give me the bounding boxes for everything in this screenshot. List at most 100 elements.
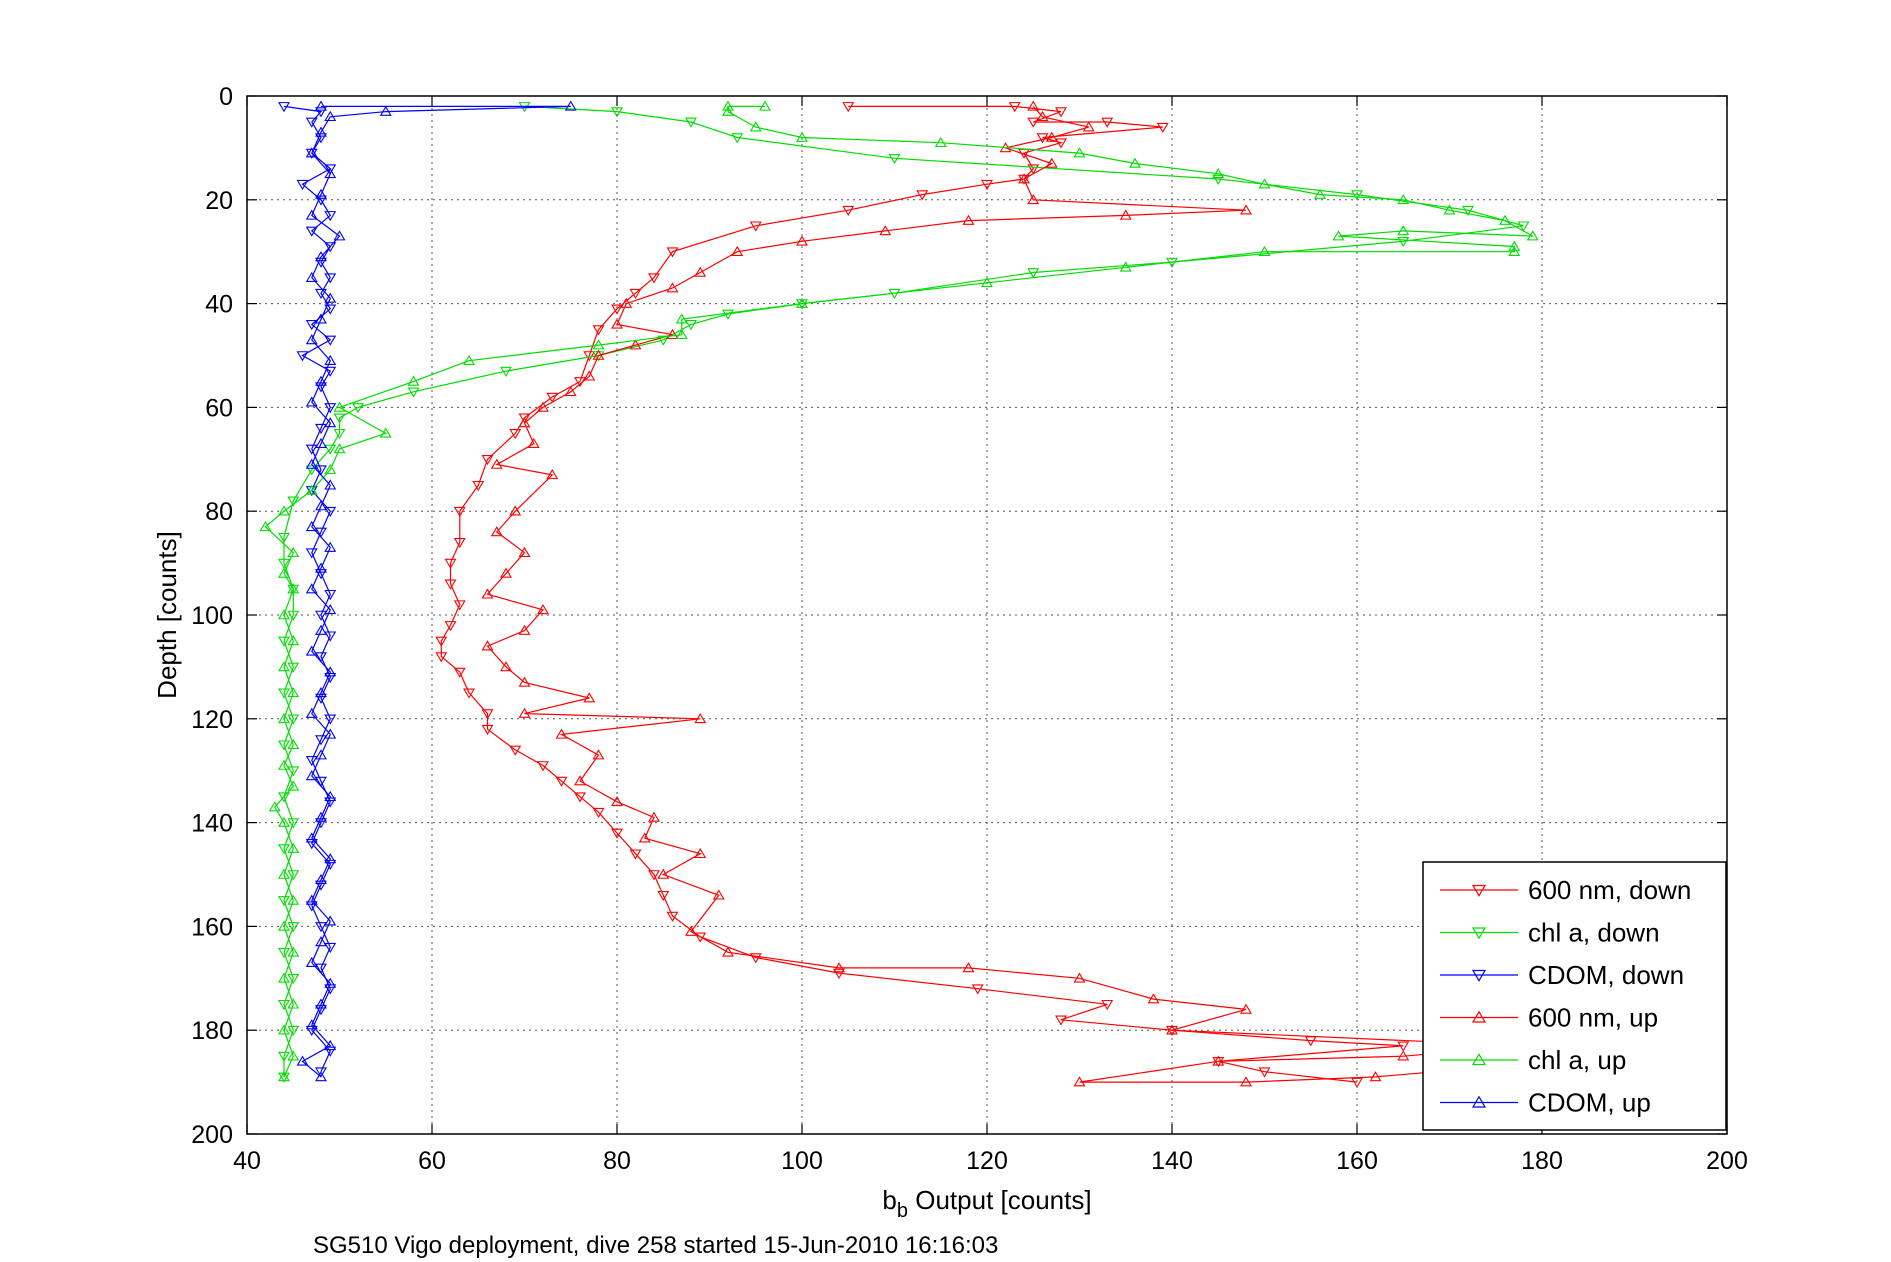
data-point [666, 328, 679, 340]
data-point [962, 214, 975, 225]
data-point [796, 235, 808, 246]
data-point [722, 309, 734, 320]
y-tick-label: 160 [191, 913, 233, 941]
y-tick-label: 80 [205, 498, 233, 526]
data-point [1258, 178, 1271, 189]
data-point [629, 849, 642, 860]
series-layer [259, 100, 1724, 1088]
data-point [722, 946, 734, 957]
data-point [315, 126, 327, 137]
data-point [287, 583, 300, 594]
data-point [305, 147, 318, 158]
data-point [1055, 138, 1067, 149]
data-point [324, 304, 337, 315]
data-point [611, 318, 623, 329]
data-point [278, 102, 290, 113]
data-point [305, 1025, 318, 1037]
legend-item: CDOM, down [1440, 960, 1684, 990]
data-point [287, 546, 300, 558]
series-line [283, 105, 332, 1072]
data-point [509, 429, 522, 440]
data-point [259, 520, 272, 532]
data-point [518, 546, 531, 558]
data-point [287, 818, 300, 829]
data-point [1082, 121, 1095, 132]
data-point [1397, 1041, 1410, 1052]
data-point [546, 392, 559, 403]
data-point [379, 105, 392, 116]
data-point [666, 282, 679, 293]
data-point [315, 922, 327, 933]
data-point [685, 320, 697, 331]
data-point [611, 107, 623, 118]
data-point [1212, 1055, 1225, 1066]
data-point [509, 505, 522, 516]
data-point [287, 973, 300, 985]
data-point [648, 273, 660, 284]
data-point [315, 624, 327, 635]
x-axis-label: bb Output [counts] [882, 1185, 1091, 1222]
data-point [315, 735, 327, 746]
data-point [1101, 117, 1114, 128]
data-point [842, 205, 855, 217]
data-point [278, 1051, 290, 1062]
data-point [1119, 209, 1132, 220]
data-point [287, 714, 300, 725]
data-point [481, 724, 494, 736]
legend-label: CDOM, up [1528, 1088, 1651, 1118]
data-point [315, 375, 327, 386]
x-tick-label: 100 [781, 1147, 823, 1175]
series-line [301, 105, 571, 1078]
data-point [555, 728, 568, 739]
data-point [379, 427, 392, 438]
data-point [324, 444, 337, 455]
data-point [657, 335, 670, 346]
data-point [305, 756, 318, 767]
y-tick-label: 20 [205, 187, 233, 215]
data-point [712, 889, 725, 900]
data-point [981, 277, 993, 288]
data-point [694, 932, 707, 943]
data-point [592, 349, 605, 360]
data-point [324, 417, 337, 428]
data-point [278, 1024, 290, 1035]
data-point [296, 1055, 309, 1066]
data-point [278, 999, 290, 1011]
data-point [305, 396, 318, 407]
data-point [500, 567, 512, 578]
data-point [592, 749, 605, 760]
data-point [1499, 214, 1511, 225]
data-point [278, 609, 290, 620]
data-point [527, 437, 540, 449]
data-point [1045, 157, 1058, 168]
y-tick-label: 0 [219, 83, 233, 111]
data-point [333, 401, 346, 412]
data-point [278, 816, 290, 827]
legend-marker [1471, 1053, 1487, 1066]
x-axis-label-rest: Output [counts] [908, 1185, 1092, 1215]
data-point [305, 334, 318, 345]
data-point [611, 796, 623, 807]
y-tick-label: 180 [191, 1017, 233, 1045]
data-point [842, 102, 855, 113]
data-point [518, 676, 531, 687]
series-4 [481, 100, 1724, 1087]
data-point [305, 209, 318, 220]
caption: SG510 Vigo deployment, dive 258 started … [313, 1232, 998, 1259]
data-point [287, 738, 300, 750]
data-point [1462, 205, 1474, 217]
data-point [481, 588, 494, 599]
data-point [315, 749, 327, 760]
data-point [463, 688, 475, 699]
data-point [620, 297, 633, 308]
data-point [509, 745, 522, 756]
data-point [278, 636, 290, 647]
data-point [463, 354, 475, 365]
data-point [324, 479, 337, 490]
data-point [574, 775, 586, 786]
data-point [278, 558, 290, 569]
data-point [971, 984, 984, 995]
data-point [305, 832, 318, 843]
data-point [1351, 1077, 1363, 1088]
data-point [1240, 1076, 1252, 1087]
